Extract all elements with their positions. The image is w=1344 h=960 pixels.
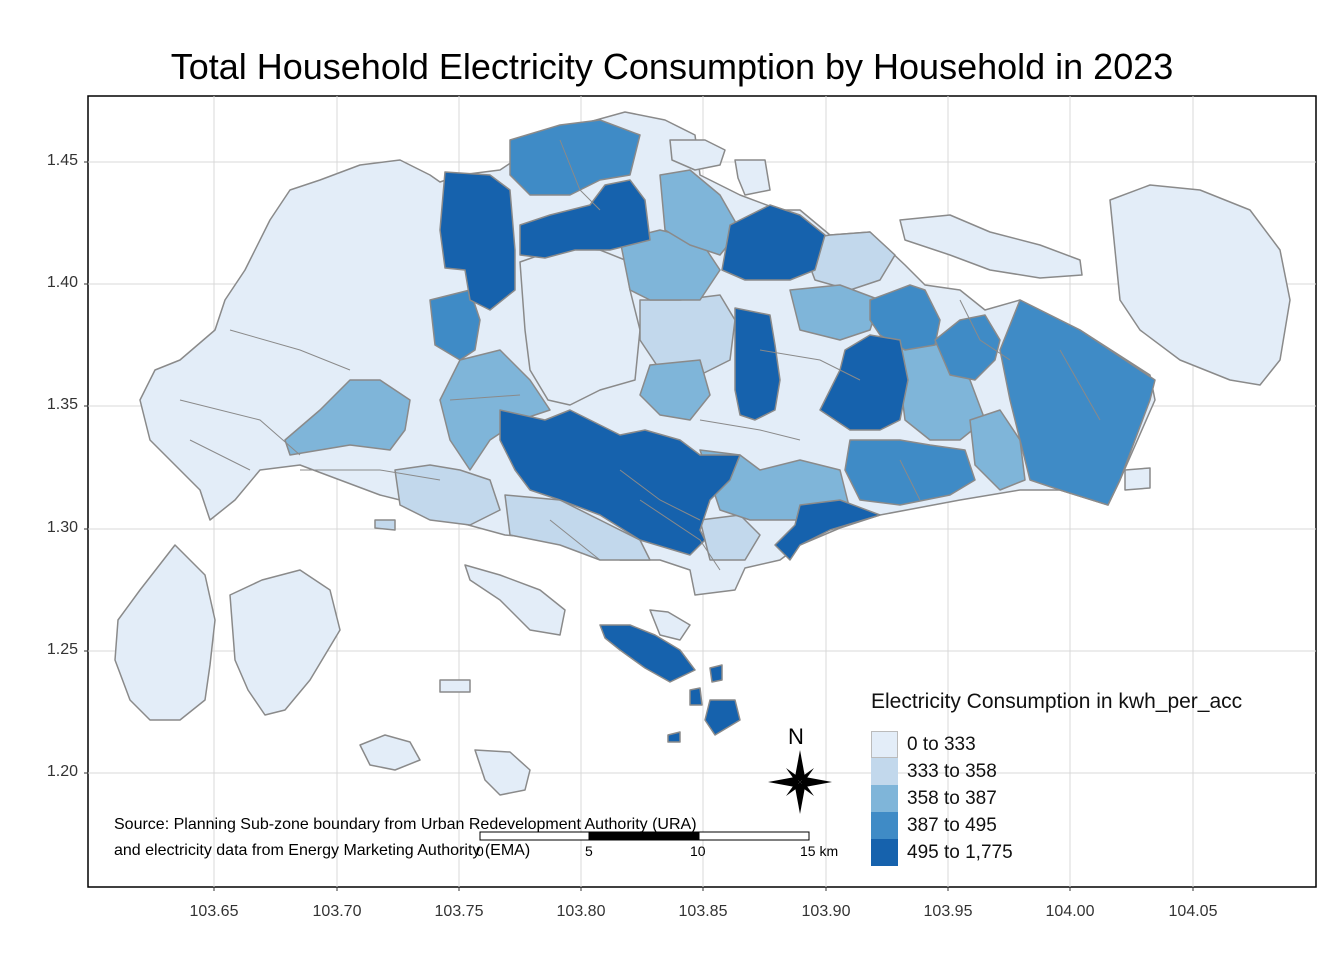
subzone-boundaries xyxy=(179,139,1101,571)
scale-label: 10 xyxy=(690,843,706,859)
y-tick-label: 1.30 xyxy=(46,519,78,536)
x-tick-label: 103.90 xyxy=(801,903,851,920)
scale-label: 5 xyxy=(585,843,593,859)
legend-item: 358 to 387 xyxy=(871,785,997,812)
legend-item: 387 to 495 xyxy=(871,812,997,839)
y-tick-label: 1.20 xyxy=(46,763,78,780)
legend-swatch xyxy=(871,839,898,866)
north-arrow xyxy=(768,750,832,814)
x-tick-label: 103.95 xyxy=(923,903,973,920)
north-label: N xyxy=(788,724,804,749)
scale-label: 15 km xyxy=(800,843,839,859)
axis-ticks xyxy=(84,161,1194,891)
scale-bar xyxy=(479,831,810,841)
x-tick-label: 103.70 xyxy=(312,903,362,920)
x-tick-label: 103.75 xyxy=(434,903,484,920)
source-line: Source: Planning Sub-zone boundary from … xyxy=(114,816,697,833)
x-tick-label: 104.05 xyxy=(1168,903,1218,920)
legend-label: 495 to 1,775 xyxy=(907,841,1013,863)
y-tick-label: 1.35 xyxy=(46,396,78,413)
y-tick-label: 1.25 xyxy=(46,641,78,658)
legend-title: Electricity Consumption in kwh_per_acc xyxy=(871,690,1243,713)
legend-label: 358 to 387 xyxy=(907,787,997,809)
legend-swatch xyxy=(871,758,898,785)
subzones xyxy=(114,111,1291,796)
x-tick-label: 103.80 xyxy=(556,903,606,920)
legend-label: 387 to 495 xyxy=(907,814,997,836)
legend-swatch xyxy=(871,812,898,839)
legend-item: 0 to 333 xyxy=(871,731,976,758)
legend-item: 333 to 358 xyxy=(871,758,997,785)
legend-swatch xyxy=(871,731,898,758)
legend-item: 495 to 1,775 xyxy=(871,839,1013,866)
x-tick-label: 103.85 xyxy=(678,903,728,920)
source-line: and electricity data from Energy Marketi… xyxy=(114,842,531,859)
y-tick-label: 1.45 xyxy=(46,152,78,169)
x-tick-label: 103.65 xyxy=(189,903,239,920)
map-title: Total Household Electricity Consumption … xyxy=(170,46,1174,87)
x-tick-label: 104.00 xyxy=(1045,903,1095,920)
y-tick-label: 1.40 xyxy=(46,274,78,291)
scale-label: 0 xyxy=(476,843,484,859)
legend-label: 333 to 358 xyxy=(907,760,997,782)
source-note: Source: Planning Sub-zone boundary from … xyxy=(114,812,697,864)
legend-label: 0 to 333 xyxy=(907,733,976,755)
legend-swatch xyxy=(871,785,898,812)
